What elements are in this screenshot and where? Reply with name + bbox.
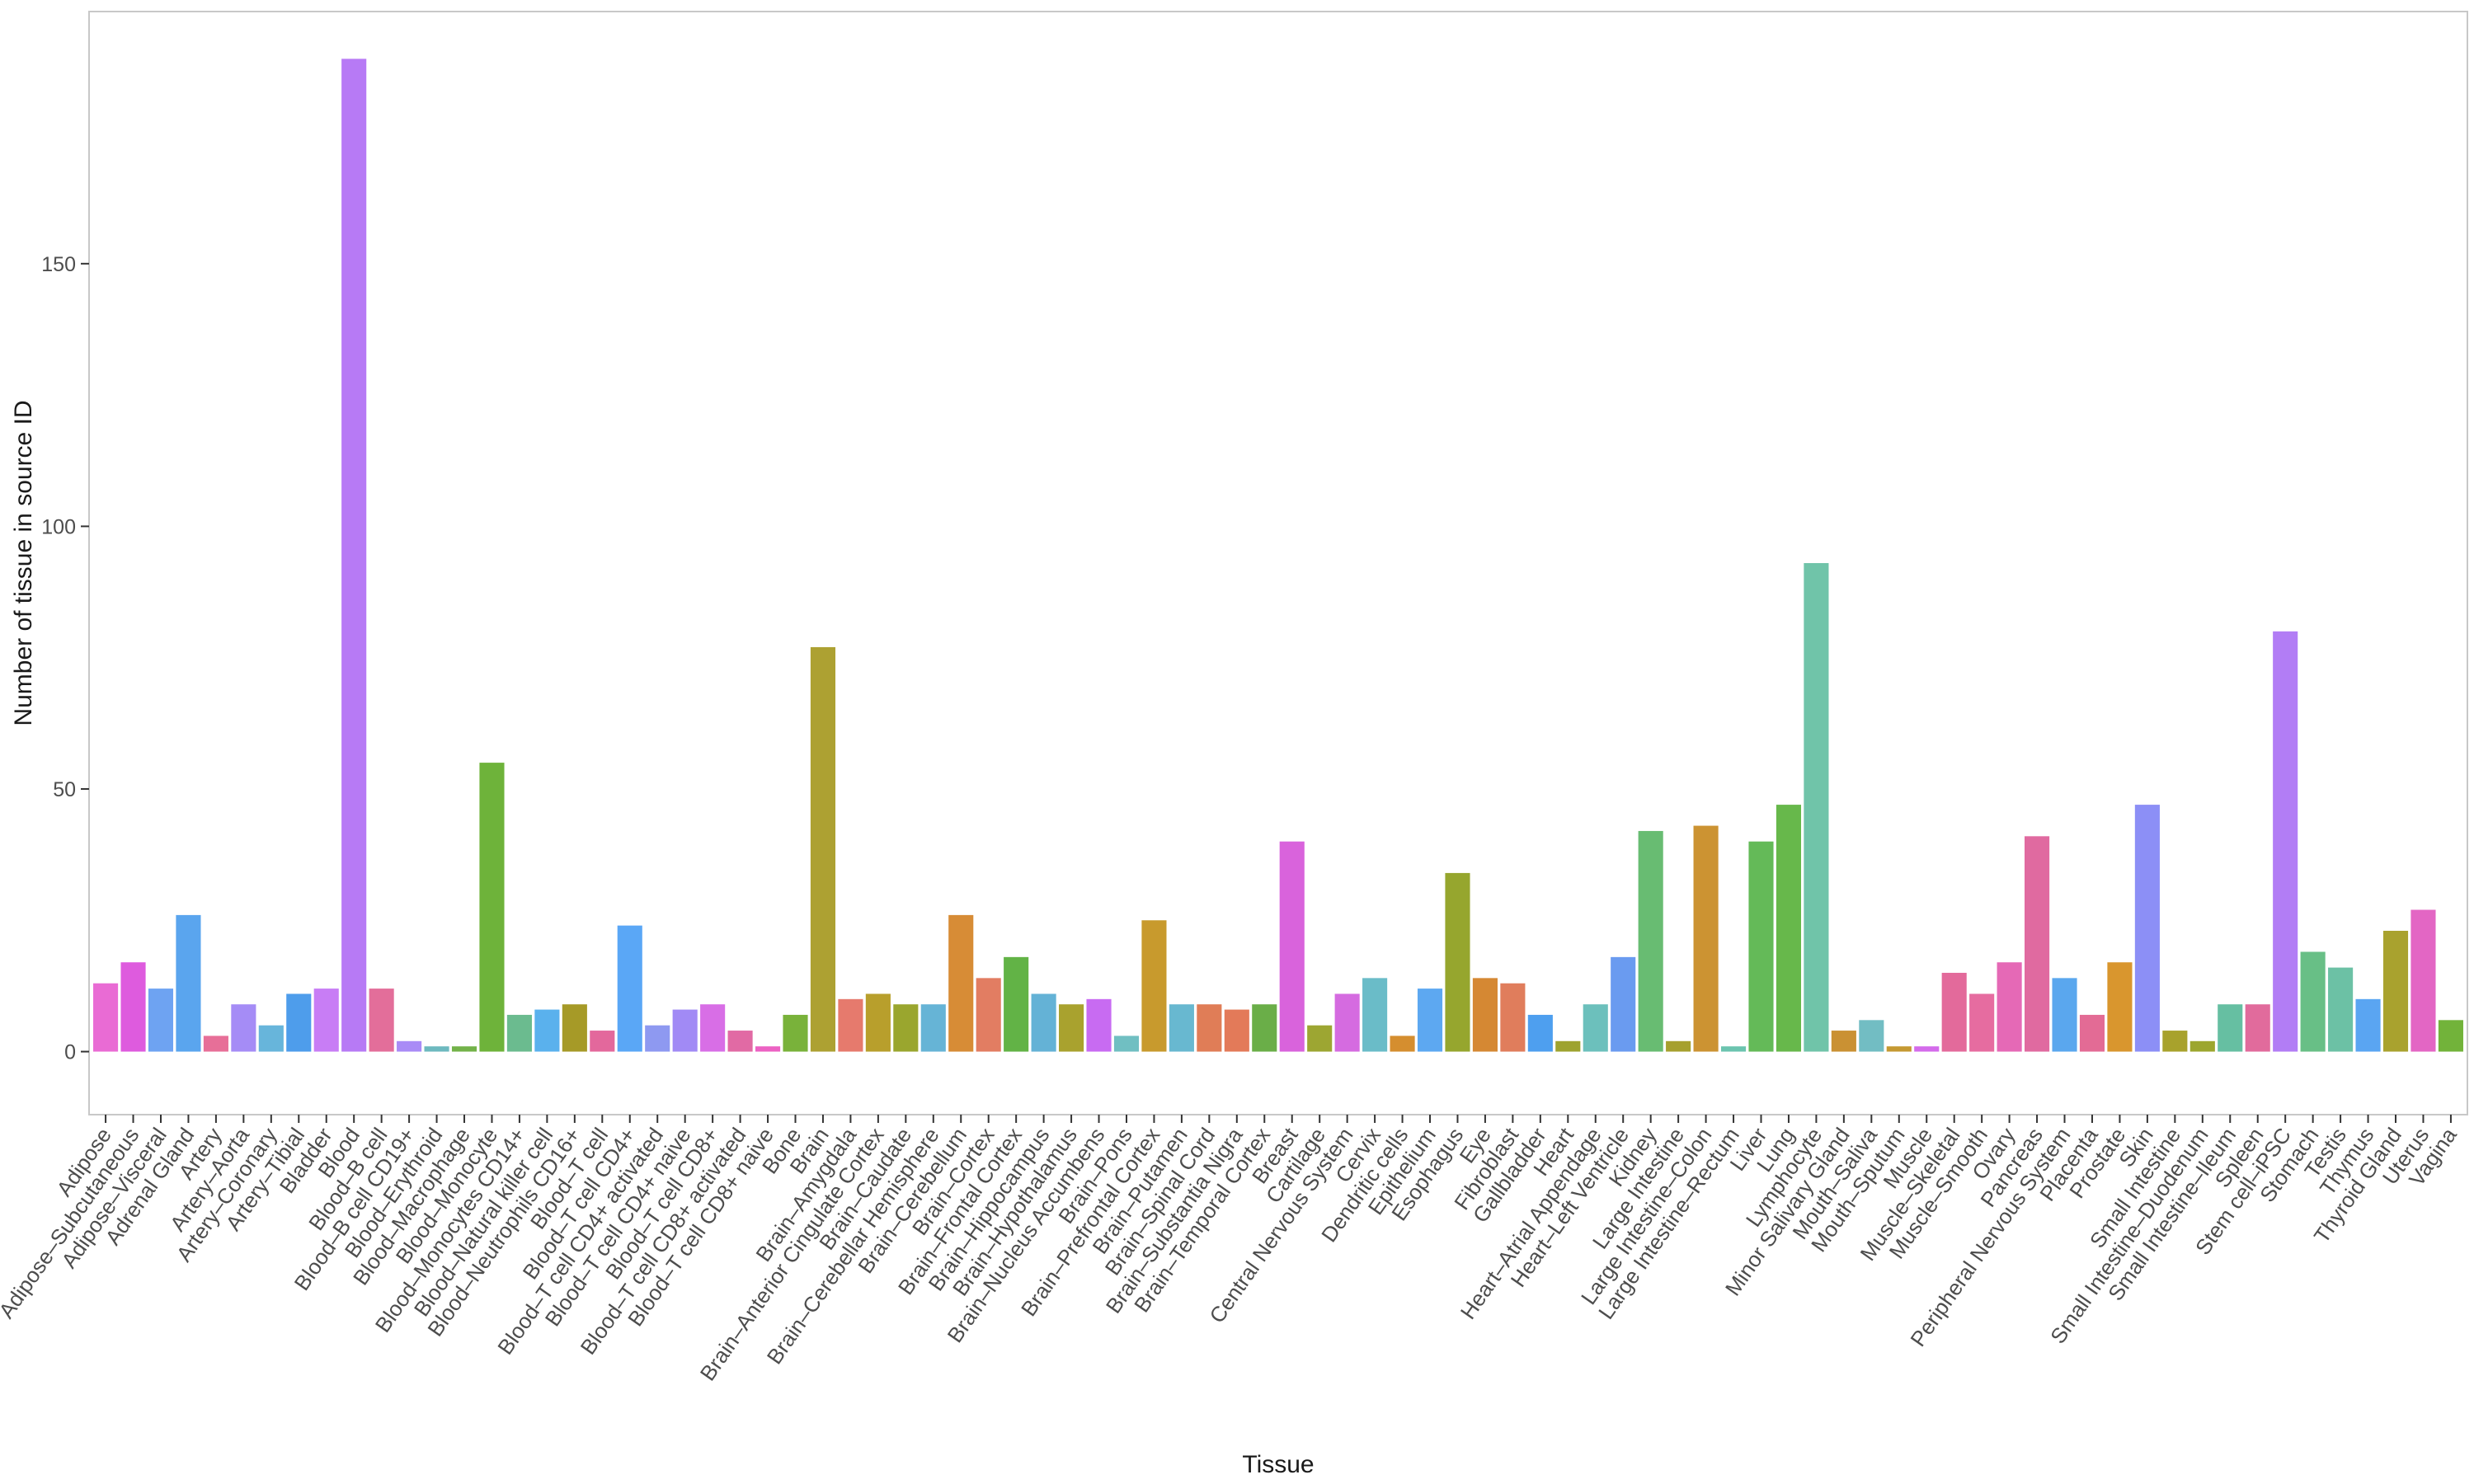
bar	[341, 59, 367, 1052]
y-tick-label: 150	[41, 253, 76, 276]
bar	[2189, 1040, 2215, 1052]
bar	[2438, 1020, 2463, 1052]
bar	[148, 989, 174, 1052]
bar	[2218, 1004, 2243, 1052]
bar	[2245, 1004, 2270, 1052]
bar	[1141, 920, 1167, 1052]
bar	[1969, 993, 1995, 1052]
bar	[2300, 951, 2326, 1052]
bar	[176, 914, 201, 1052]
bar	[1611, 956, 1636, 1052]
bar	[2355, 998, 2381, 1052]
y-tick-label: 100	[41, 515, 76, 538]
bar	[451, 1046, 477, 1052]
bar	[203, 1036, 228, 1052]
bar	[1748, 841, 1774, 1052]
bar	[865, 993, 891, 1052]
bar	[1527, 1014, 1553, 1052]
plot-panel	[88, 11, 2468, 1115]
bar	[369, 989, 394, 1052]
bar	[1113, 1036, 1140, 1052]
bar	[893, 1004, 919, 1052]
bar	[1472, 978, 1498, 1052]
bar	[1334, 993, 1360, 1052]
bar	[1417, 989, 1443, 1052]
bar	[1279, 841, 1305, 1052]
bar	[534, 1009, 560, 1052]
bar	[727, 1031, 753, 1052]
bar	[286, 993, 312, 1052]
bar	[590, 1031, 615, 1052]
bar	[1583, 1004, 1608, 1052]
bar	[1997, 962, 2022, 1052]
bar	[1831, 1031, 1856, 1052]
bar	[93, 983, 119, 1052]
bar	[2052, 978, 2077, 1052]
y-axis: 0 50 100 150	[41, 253, 89, 1064]
bar	[1224, 1009, 1249, 1052]
bar	[1307, 1025, 1333, 1052]
bar	[2134, 805, 2160, 1052]
bar	[783, 1014, 808, 1052]
bar	[2107, 962, 2133, 1052]
bar	[948, 914, 974, 1052]
bar	[479, 763, 505, 1052]
bar	[810, 646, 836, 1052]
bar	[1031, 993, 1056, 1052]
bar	[1197, 1004, 1222, 1052]
x-axis-title: Tissue	[1242, 1451, 1314, 1478]
bar	[645, 1025, 670, 1052]
bar	[1252, 1004, 1277, 1052]
bar	[1362, 978, 1388, 1052]
bar	[838, 998, 863, 1052]
bar	[1059, 1004, 1084, 1052]
bar	[2411, 909, 2436, 1052]
bar	[562, 1004, 587, 1052]
bar	[1776, 805, 1802, 1052]
bar	[617, 925, 642, 1052]
bar	[2079, 1014, 2105, 1052]
bar	[1804, 563, 1829, 1052]
bar	[2382, 931, 2409, 1052]
bar	[1169, 1004, 1194, 1052]
bar	[1693, 825, 1719, 1052]
bar	[313, 989, 339, 1052]
bar	[1941, 972, 1967, 1052]
bar	[424, 1046, 449, 1052]
y-tick-label: 0	[64, 1041, 76, 1064]
bar	[1666, 1040, 1691, 1052]
bar	[1859, 1020, 1884, 1052]
bar	[700, 1004, 726, 1052]
bar	[2273, 631, 2298, 1052]
x-axis: AdiposeAdipose–SubcutaneousAdipose–Visce…	[0, 1115, 2462, 1385]
bar	[920, 1004, 946, 1052]
bar	[1638, 830, 1663, 1052]
bar	[755, 1046, 781, 1052]
y-tick-label: 50	[53, 778, 76, 801]
bar	[1886, 1046, 1912, 1052]
bar	[1500, 983, 1526, 1052]
bar	[258, 1025, 284, 1052]
bar	[231, 1004, 256, 1052]
bar	[2328, 967, 2354, 1052]
bar	[672, 1009, 698, 1052]
bar	[1720, 1046, 1747, 1052]
bar	[1390, 1036, 1415, 1052]
bar	[1914, 1046, 1940, 1052]
bar	[506, 1014, 532, 1052]
bar	[2025, 836, 2050, 1052]
bar	[1555, 1040, 1581, 1052]
bar	[976, 978, 1001, 1052]
bar	[1086, 998, 1112, 1052]
bar	[2162, 1031, 2188, 1052]
bars	[93, 59, 2463, 1052]
bar	[1004, 956, 1029, 1052]
bar	[397, 1040, 422, 1052]
bar	[120, 962, 146, 1052]
bar	[1445, 872, 1470, 1052]
y-axis-title: Number of tissue in source ID	[10, 400, 37, 726]
